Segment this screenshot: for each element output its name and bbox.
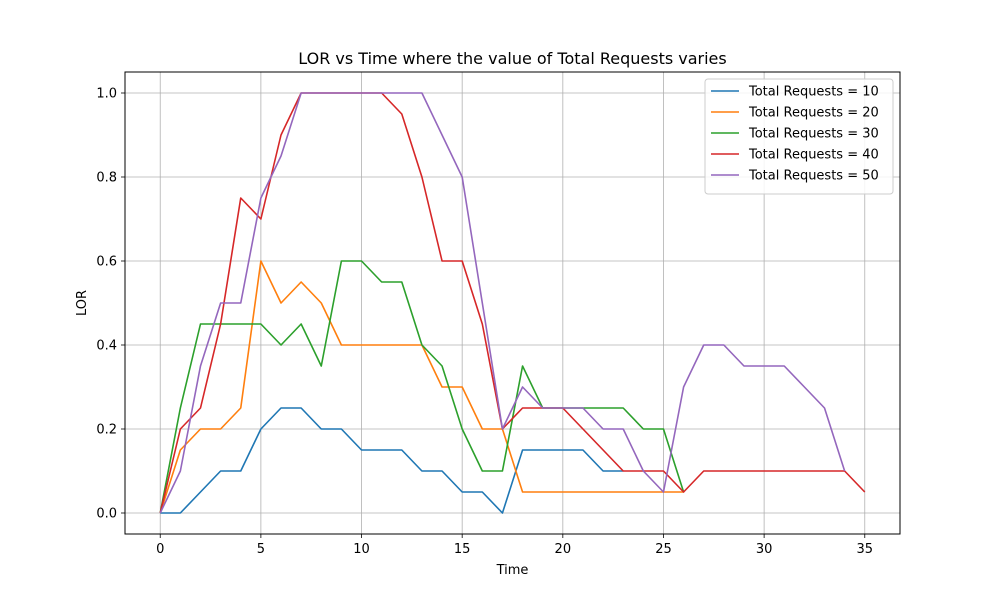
chart-title: LOR vs Time where the value of Total Req… bbox=[298, 49, 726, 68]
legend-entry: Total Requests = 10 bbox=[748, 85, 879, 100]
series-line bbox=[159, 260, 685, 514]
x-tick-label: 25 bbox=[655, 542, 672, 557]
x-axis-label: Time bbox=[496, 563, 529, 578]
plot-frame bbox=[124, 71, 901, 535]
y-axis-label: LOR bbox=[75, 290, 90, 316]
series-line bbox=[159, 92, 846, 514]
y-tick-label: 1.0 bbox=[96, 87, 117, 102]
y-tick-label: 0.2 bbox=[96, 423, 117, 438]
series-lines bbox=[159, 92, 866, 514]
x-tick-label: 0 bbox=[156, 542, 164, 557]
x-tick-label: 5 bbox=[257, 542, 265, 557]
legend: Total Requests = 10 Total Requests = 20 To… bbox=[704, 78, 894, 195]
x-tick-label: 35 bbox=[856, 542, 873, 557]
legend-entry: Total Requests = 40 bbox=[748, 148, 879, 163]
y-tick-label: 0.6 bbox=[96, 255, 117, 270]
legend-entry: Total Requests = 20 bbox=[748, 106, 879, 121]
series-line bbox=[160, 407, 624, 514]
y-tick-label: 0.0 bbox=[96, 507, 117, 522]
axis-ticks: 0 5 10 15 20 25 30 35 0.0 0.2 0.4 0.6 0.8 1.0 bbox=[96, 87, 873, 558]
y-tick-label: 0.4 bbox=[96, 339, 117, 354]
legend-entry: Total Requests = 50 bbox=[748, 169, 879, 184]
x-tick-label: 30 bbox=[756, 542, 773, 557]
series-line bbox=[159, 92, 866, 514]
legend-entry: Total Requests = 30 bbox=[748, 127, 879, 142]
x-tick-label: 10 bbox=[353, 542, 370, 557]
x-tick-label: 15 bbox=[454, 542, 471, 557]
y-tick-label: 0.8 bbox=[96, 171, 117, 186]
legend-box bbox=[704, 78, 894, 195]
x-tick-label: 20 bbox=[555, 542, 572, 557]
